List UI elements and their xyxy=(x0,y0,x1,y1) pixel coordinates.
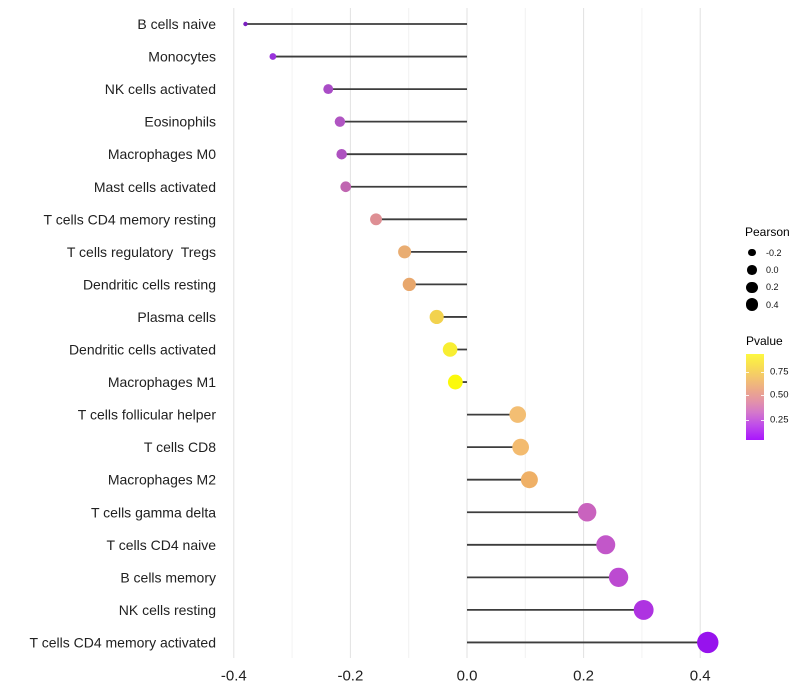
x-axis-tick-label: 0.0 xyxy=(457,668,478,685)
pvalue-legend-tick xyxy=(761,419,764,421)
pearson-legend-label: 0.2 xyxy=(766,282,779,293)
lollipop-dot xyxy=(520,471,538,489)
pvalue-legend-tick xyxy=(746,372,749,374)
y-axis-label: B cells memory xyxy=(120,569,216,585)
pearson-legend-key xyxy=(745,281,759,293)
lollipop-dot xyxy=(323,84,334,95)
pearson-size-legend: Pearson -0.2 0.0 0.2 0.4 xyxy=(745,225,790,313)
pearson-legend-items: -0.2 0.0 0.2 0.4 xyxy=(745,244,790,313)
lollipop-dot xyxy=(429,309,444,325)
pearson-legend-label: -0.2 xyxy=(766,247,782,258)
lollipop-dot xyxy=(334,116,346,127)
lollipop-dot xyxy=(336,148,347,160)
pvalue-gradient-wrap: 0.75 0.50 0.25 xyxy=(746,354,789,440)
y-axis-label: T cells gamma delta xyxy=(91,504,216,520)
lollipop-dot xyxy=(577,502,597,522)
y-axis-label: T cells CD8 xyxy=(144,439,216,455)
pvalue-legend-tick xyxy=(761,394,764,396)
pvalue-legend-tick-label: 0.50 xyxy=(770,389,789,401)
pvalue-legend-tick xyxy=(746,419,749,421)
pearson-legend-label: 0.0 xyxy=(766,264,779,275)
y-axis-label: Mast cells activated xyxy=(94,179,216,195)
y-axis-label: NK cells activated xyxy=(105,81,216,97)
pearson-legend-key xyxy=(745,298,759,311)
y-axis-label: T cells CD4 memory resting xyxy=(44,211,216,227)
lollipop-dot xyxy=(402,277,416,292)
pearson-legend-item: 0.4 xyxy=(745,296,790,313)
y-axis-label: Plasma cells xyxy=(137,309,216,325)
pvalue-legend-tick-label: 0.75 xyxy=(770,366,789,378)
pearson-legend-item: 0.2 xyxy=(745,279,790,296)
pvalue-color-legend: Pvalue 0.75 0.50 0.25 xyxy=(746,334,789,440)
x-axis-tick-label: 0.2 xyxy=(573,668,594,685)
lollipop-dot xyxy=(633,599,654,620)
y-axis-label: Macrophages M0 xyxy=(108,146,216,162)
lollipop-dot xyxy=(340,181,352,193)
lollipop-dot xyxy=(608,567,629,588)
lollipop-dot xyxy=(596,535,616,555)
y-axis-label: Eosinophils xyxy=(144,114,216,130)
x-axis-tick-label: -0.2 xyxy=(337,668,363,685)
pearson-legend-title: Pearson xyxy=(745,225,790,239)
lollipop-dot xyxy=(370,213,383,226)
y-axis-label: T cells regulatory Tregs xyxy=(67,244,216,260)
y-axis-label: Dendritic cells activated xyxy=(69,342,216,358)
pearson-legend-dot xyxy=(747,265,757,275)
pvalue-legend-tick-label: 0.25 xyxy=(770,414,789,426)
lollipop-dot xyxy=(697,631,719,654)
pearson-legend-label: 0.4 xyxy=(766,299,779,310)
x-axis-tick-label: 0.4 xyxy=(690,668,711,685)
y-axis-label: NK cells resting xyxy=(119,602,216,618)
y-axis-label: T cells CD4 memory activated xyxy=(30,634,216,650)
y-axis-label: T cells follicular helper xyxy=(78,407,217,423)
y-axis-label: B cells naive xyxy=(137,16,216,32)
x-axis-tick-label: -0.4 xyxy=(221,668,247,685)
pvalue-legend-title: Pvalue xyxy=(746,334,783,348)
lollipop-dot xyxy=(269,53,277,60)
pearson-legend-item: -0.2 xyxy=(745,244,790,261)
y-axis-label: Macrophages M1 xyxy=(108,374,216,390)
y-axis-label: Macrophages M2 xyxy=(108,472,216,488)
y-axis-label: T cells CD4 naive xyxy=(107,537,217,553)
lollipop-dot xyxy=(398,245,412,259)
lollipop-dot xyxy=(447,374,463,390)
lollipop-dot xyxy=(512,438,530,456)
pearson-legend-dot xyxy=(748,249,756,257)
lollipop-dot xyxy=(442,342,458,357)
pvalue-legend-tick xyxy=(761,372,764,374)
y-axis-label: Monocytes xyxy=(148,49,216,65)
pearson-legend-item: 0.0 xyxy=(745,261,790,278)
lollipop-dot xyxy=(509,406,527,423)
pearson-legend-dot xyxy=(745,298,759,311)
pearson-legend-key xyxy=(745,249,759,257)
pearson-legend-key xyxy=(745,265,759,275)
lollipop-dot xyxy=(243,21,248,27)
y-axis-label: Dendritic cells resting xyxy=(83,276,216,292)
pvalue-gradient-bar xyxy=(746,354,764,440)
pearson-legend-dot xyxy=(746,281,758,293)
pvalue-legend-tick xyxy=(746,394,749,396)
